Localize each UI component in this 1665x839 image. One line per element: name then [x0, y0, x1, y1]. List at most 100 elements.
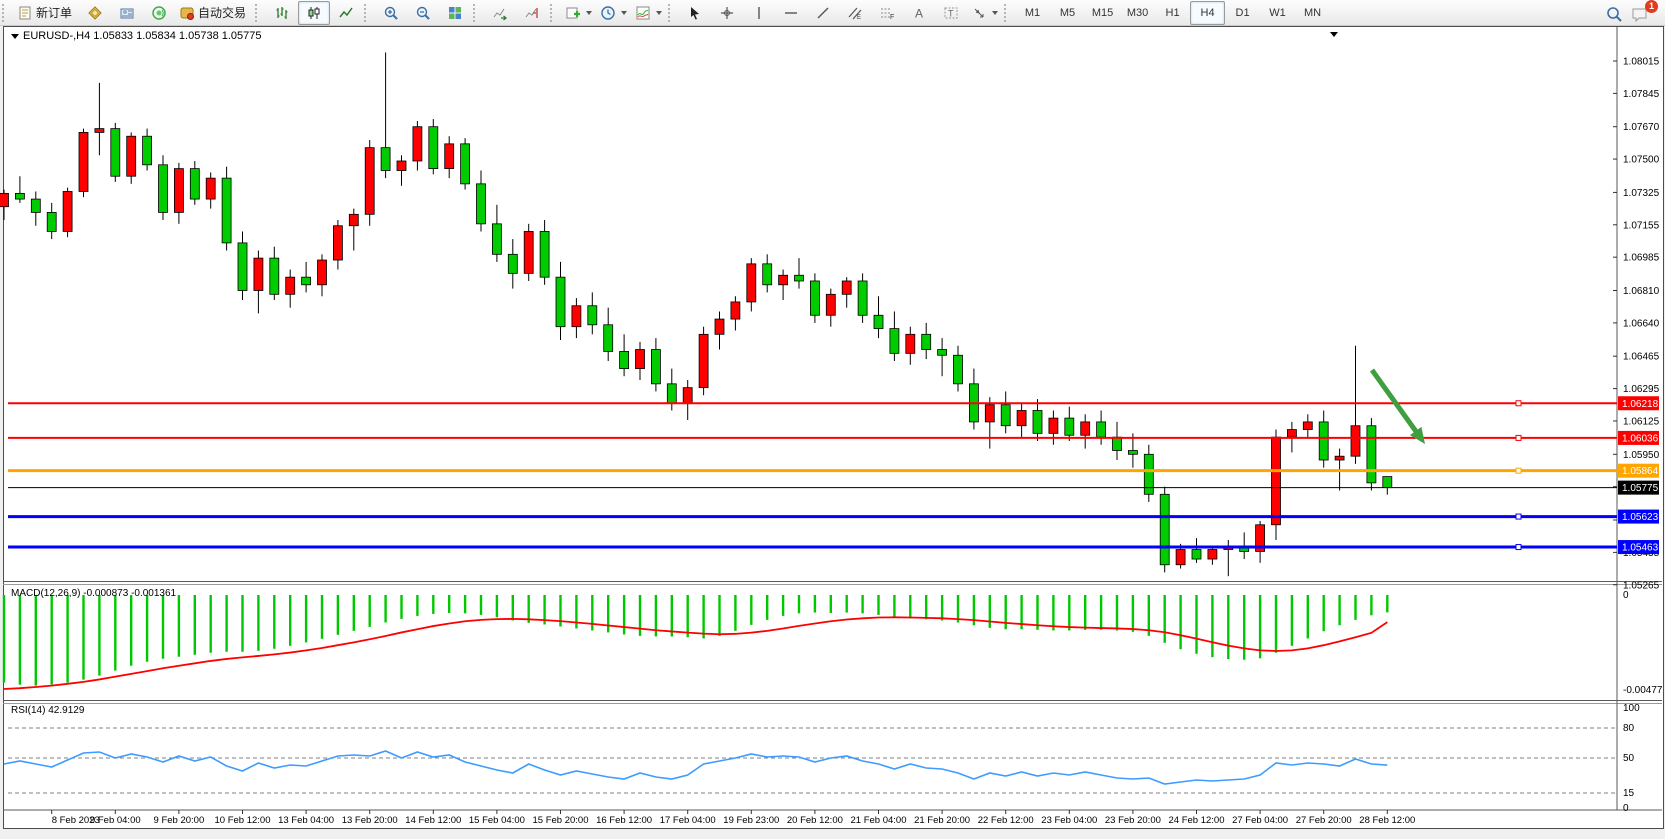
hline-1.05864[interactable]: 1.05864 — [8, 463, 1659, 478]
svg-text:19 Feb 23:00: 19 Feb 23:00 — [723, 815, 779, 826]
candlestick-chart-button[interactable] — [298, 0, 331, 25]
indicators-icon — [565, 5, 581, 21]
svg-text:21 Feb 20:00: 21 Feb 20:00 — [914, 815, 970, 826]
chart-symbol-ohlc: EURUSD-,H4 1.05833 1.05834 1.05738 1.057… — [23, 30, 262, 42]
svg-text:T: T — [948, 8, 954, 18]
new-order-icon — [17, 5, 33, 21]
svg-text:1.06985: 1.06985 — [1623, 253, 1660, 264]
trendline-tool-button[interactable] — [807, 1, 839, 25]
svg-text:15 Feb 04:00: 15 Feb 04:00 — [469, 815, 525, 826]
horizontal-line-tool-button[interactable] — [775, 1, 807, 25]
autotrading-button[interactable]: 自动交易 — [175, 1, 253, 25]
timeframe-m5-button[interactable]: M5 — [1059, 6, 1076, 19]
search-icon[interactable] — [1605, 5, 1622, 22]
text-label-icon: T — [943, 5, 959, 21]
svg-text:1.08015: 1.08015 — [1623, 56, 1660, 67]
timeframe-h1-button[interactable]: H1 — [1165, 6, 1180, 19]
data-window-icon — [119, 5, 135, 21]
arrows-tool-button[interactable] — [967, 1, 1002, 25]
bar-chart-button[interactable] — [266, 1, 298, 25]
templates-dropdown-arrow — [656, 10, 663, 15]
equidistant-channel-tool-button[interactable]: E — [839, 1, 871, 25]
svg-text:13 Feb 20:00: 13 Feb 20:00 — [342, 815, 398, 826]
timeframe-m30-button[interactable]: M30 — [1126, 6, 1149, 19]
timeframe-h4-button[interactable]: H4 — [1190, 0, 1226, 25]
notifications-button[interactable]: 1 — [1631, 0, 1658, 22]
svg-text:1.05463: 1.05463 — [1622, 543, 1659, 554]
hline-1.06036[interactable]: 1.06036 — [8, 430, 1659, 445]
tile-windows-icon — [447, 5, 463, 21]
signals-button[interactable] — [143, 1, 175, 25]
macd-indicator-label: MACD(12,26,9) -0.000873 -0.001361 — [11, 588, 177, 599]
zoom-in-button[interactable] — [375, 1, 407, 25]
cursor-tool-button[interactable] — [679, 1, 711, 25]
indicators-button[interactable] — [561, 1, 596, 25]
trend-arrow-annotation[interactable] — [1369, 368, 1425, 444]
chart-title-bar: EURUSD-,H4 1.05833 1.05834 1.05738 1.057… — [11, 30, 262, 42]
templates-icon — [635, 5, 651, 21]
tile-windows-button[interactable] — [439, 1, 471, 25]
toolbar-grip — [255, 3, 264, 22]
timeframe-mn-button[interactable]: MN — [1303, 6, 1322, 19]
svg-text:27 Feb 04:00: 27 Feb 04:00 — [1232, 815, 1288, 826]
toolbar-grip — [1004, 3, 1013, 22]
svg-text:1.06465: 1.06465 — [1623, 352, 1660, 363]
auto-scroll-button[interactable] — [484, 1, 516, 25]
hline-1.06218[interactable]: 1.06218 — [8, 396, 1659, 411]
text-label-tool-button[interactable]: T — [935, 1, 967, 25]
crosshair-icon — [719, 5, 735, 21]
svg-text:A: A — [915, 6, 923, 20]
templates-button[interactable] — [631, 1, 666, 25]
zoom-out-button[interactable] — [407, 1, 439, 25]
svg-text:13 Feb 04:00: 13 Feb 04:00 — [278, 815, 334, 826]
chart-shift-button[interactable] — [516, 1, 548, 25]
chart-shift-icon — [524, 5, 540, 21]
rsi-indicator-label: RSI(14) 42.9129 — [11, 705, 85, 716]
periods-button[interactable] — [596, 1, 631, 25]
cursor-icon — [687, 5, 703, 21]
svg-text:1.07155: 1.07155 — [1623, 220, 1660, 231]
text-tool-button[interactable]: A — [903, 1, 935, 25]
window-marker-icon[interactable] — [1330, 28, 1338, 40]
line-chart-button[interactable] — [330, 1, 362, 25]
svg-text:E: E — [857, 15, 861, 21]
data-window-button[interactable] — [111, 1, 143, 25]
text-icon: A — [911, 5, 927, 21]
svg-text:1.06036: 1.06036 — [1622, 433, 1659, 444]
timeframe-m1-button[interactable]: M1 — [1024, 6, 1041, 19]
new-order-label: 新订单 — [36, 6, 73, 20]
hline-1.05623[interactable]: 1.05623 — [8, 509, 1659, 524]
market-watch-button[interactable] — [79, 1, 111, 25]
periods-dropdown-arrow — [621, 10, 628, 15]
svg-text:1.05775: 1.05775 — [1622, 483, 1659, 494]
market-watch-icon — [87, 5, 103, 21]
crosshair-tool-button[interactable] — [711, 1, 743, 25]
toolbar-grip — [364, 3, 373, 22]
vertical-line-tool-button[interactable] — [743, 1, 775, 25]
timeframe-m15-button[interactable]: M15 — [1091, 6, 1114, 19]
arrows-dropdown-arrow — [992, 10, 999, 15]
svg-text:1.07845: 1.07845 — [1623, 89, 1660, 100]
timeframe-d1-button[interactable]: D1 — [1235, 6, 1250, 19]
chart-window[interactable] — [3, 26, 1664, 829]
svg-text:-0.00477: -0.00477 — [1623, 685, 1663, 696]
hline-1.05775[interactable]: 1.05775 — [8, 480, 1659, 495]
svg-text:15: 15 — [1623, 788, 1635, 799]
new-order-button[interactable]: 新订单 — [13, 1, 79, 25]
notification-badge: 1 — [1645, 0, 1658, 13]
timeframe-w1-button[interactable]: W1 — [1269, 6, 1286, 19]
arrows-icon — [971, 5, 987, 21]
hline-1.05463[interactable]: 1.05463 — [8, 540, 1659, 555]
horizontal-line-icon — [783, 5, 799, 21]
zoom-in-icon — [383, 5, 399, 21]
svg-text:23 Feb 04:00: 23 Feb 04:00 — [1041, 815, 1097, 826]
toolbar-grip — [550, 3, 559, 22]
svg-text:9 Feb 20:00: 9 Feb 20:00 — [154, 815, 205, 826]
fibonacci-tool-button[interactable]: F — [871, 1, 903, 25]
chart-collapse-icon[interactable] — [11, 33, 19, 39]
svg-text:1.07325: 1.07325 — [1623, 188, 1660, 199]
svg-text:0: 0 — [1623, 590, 1629, 601]
equidistant-channel-icon: E — [847, 5, 863, 21]
